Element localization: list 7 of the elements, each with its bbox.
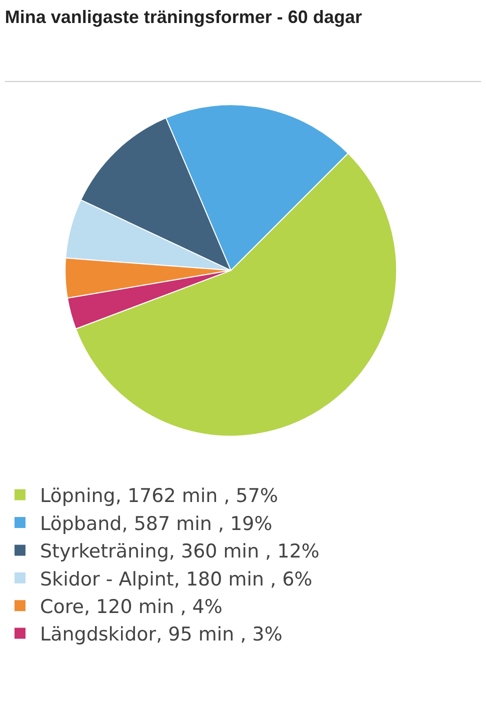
legend-label: Core, 120 min , 4% bbox=[40, 596, 222, 618]
legend-label: Styrketräning, 360 min , 12% bbox=[40, 540, 320, 563]
legend-label: Löpband, 587 min , 19% bbox=[40, 512, 272, 535]
legend-label: Skidor - Alpint, 180 min , 6% bbox=[40, 568, 312, 590]
chart-title: Mina vanligaste träningsformer - 60 dagar bbox=[4, 7, 362, 28]
legend-label: Löpning, 1762 min , 57% bbox=[40, 485, 278, 508]
legend-label: Längdskidor, 95 min , 3% bbox=[40, 624, 282, 646]
